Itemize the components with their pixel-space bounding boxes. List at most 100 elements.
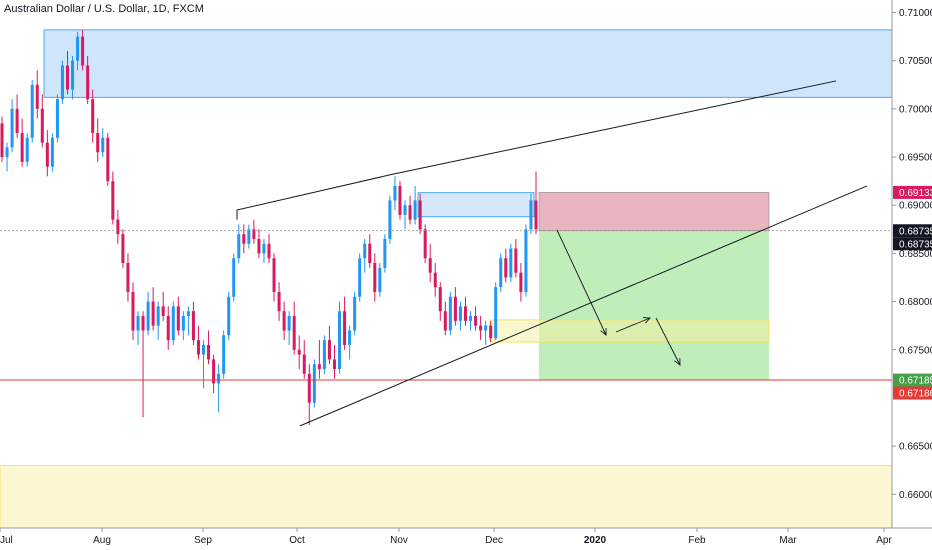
candle-body [504,258,508,278]
candle-body [322,340,326,370]
x-tick-label: Nov [390,535,408,546]
candle-body [176,306,180,331]
candle-body [479,325,483,331]
candle-body [378,267,382,292]
candle-body [0,123,4,158]
candle-body [116,219,120,235]
candle-body [25,137,29,162]
candle-body [514,248,518,273]
candle-body [267,243,271,259]
lower-trendline [299,185,868,427]
candle-body [438,287,442,312]
candles-layer [0,29,538,425]
candle-body [15,108,19,133]
candle-body [448,296,452,331]
candle-body [524,229,528,292]
candle-body [534,200,538,230]
candle-body [408,205,412,220]
candle-body [81,36,85,66]
candle-body [20,132,24,162]
y-tick-label: 0.70500 [899,56,932,67]
candle-body [222,335,226,374]
candle-body [529,200,533,230]
y-tick-label: 0.68500 [899,249,932,260]
candle-body [50,137,54,167]
x-tick-label: Mar [779,535,797,546]
candle-body [489,325,493,339]
candle-body [252,229,256,239]
price-badge [893,185,932,199]
candle-body [186,311,190,317]
candle-body [428,258,432,273]
candle-body [55,99,59,138]
zones-layer [0,29,893,529]
candle-body [191,311,195,341]
candle-body [494,287,498,339]
y-tick-label: 0.70000 [899,104,932,115]
candle-body [5,147,9,158]
drawings-layer [0,80,892,427]
candle-body [468,316,473,321]
candle-body [106,137,110,182]
candle-body [10,108,14,148]
candle-body [227,296,231,336]
x-tick-label: 2020 [584,535,607,546]
candle-body [348,330,352,345]
candle-body [181,316,185,331]
candle-body [317,364,321,370]
support-zone [0,464,893,529]
candle-body [433,272,437,288]
candle-body [201,344,206,355]
candle-body [171,306,175,341]
candle-body [443,311,447,331]
candle-body [111,181,115,220]
candle-body [393,185,397,201]
x-tick-label: Dec [485,535,503,546]
upper-trendline [236,80,837,220]
candle-body [65,65,70,90]
candle-body [71,60,75,90]
candle-body [35,84,39,109]
candle-body [96,132,100,153]
candle-body [368,243,372,264]
candle-body [499,258,503,288]
x-tick-label: Apr [876,535,892,546]
candle-body [287,316,291,331]
price-badge-label: 0.68735 [899,226,932,237]
candle-body [262,243,266,254]
entry-zone [417,192,535,218]
candle-body [121,234,125,264]
candle-body [91,99,95,133]
candle-body [161,306,165,317]
candle-body [141,316,145,331]
candle-body [166,316,170,341]
y-tick-label: 0.66000 [899,490,932,501]
candle-body [151,301,155,326]
price-badge [893,373,932,387]
candle-body [338,311,342,370]
projection-arrow-down-2-head [674,357,681,366]
candle-body [237,234,241,259]
candle-body [312,364,316,403]
candle-body [413,200,417,220]
candle-body [196,340,200,355]
candle-body [509,248,513,278]
x-tick-label: Feb [688,535,706,546]
candle-body [86,65,90,100]
candle-body [232,258,236,297]
price-badge-label: 0.67185 [899,376,932,387]
candle-body [519,272,523,292]
x-tick-label: Oct [289,535,305,546]
price-badge-label: 0.67186 [899,389,932,400]
intermediate-support-zone [489,319,770,343]
candle-body [403,205,407,215]
candle-body [30,84,34,138]
projection-arrow-down-2 [655,317,681,366]
candle-body [383,238,387,268]
target-zone [539,230,769,381]
candle-body [45,142,49,167]
candle-body [257,238,261,254]
price-badge [893,237,932,251]
candle-body [423,229,427,259]
